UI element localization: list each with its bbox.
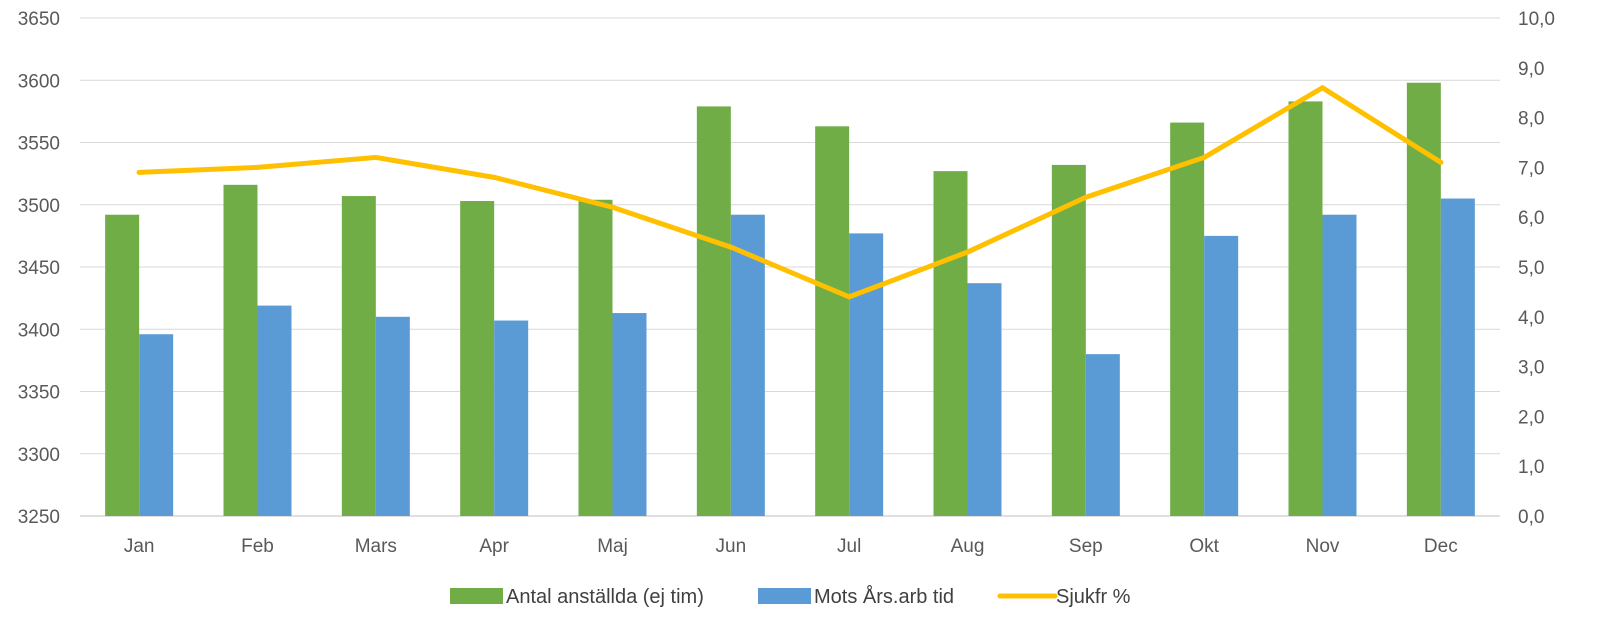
legend: Antal anställda (ej tim) Mots Års.arb tid… [450, 585, 1131, 608]
bar [696, 106, 731, 517]
x-axis-tick: Okt [1189, 536, 1219, 557]
bar [1440, 198, 1475, 516]
right-axis-tick: 0,0 [1518, 507, 1544, 528]
right-axis-tick: 5,0 [1518, 258, 1544, 279]
right-axis-tick: 2,0 [1518, 407, 1544, 428]
line-point [255, 164, 260, 170]
right-axis-tick: 8,0 [1518, 109, 1544, 130]
bar [849, 233, 884, 516]
bar-series [105, 82, 1475, 517]
right-axis-tick: 4,0 [1518, 308, 1544, 329]
x-axis-tick: Dec [1424, 536, 1458, 557]
line-point [136, 169, 142, 175]
x-axis-tick-labels: Jan Feb Mars Apr Maj Jun Jul Aug Sep Okt Nov Dec [124, 536, 1458, 557]
legend-swatch [758, 588, 811, 604]
x-axis-tick: Jul [837, 536, 861, 557]
left-axis-tick: 3600 [18, 71, 60, 92]
bar [1204, 235, 1239, 516]
line-point [1320, 85, 1325, 91]
x-axis-tick: Jan [124, 536, 155, 557]
bar [105, 214, 140, 516]
bar [1051, 164, 1086, 516]
bar [494, 320, 529, 516]
bar [460, 201, 495, 516]
right-axis-tick: 6,0 [1518, 208, 1544, 229]
left-axis-tick: 3550 [18, 134, 60, 155]
bar [1322, 214, 1357, 516]
line-point [373, 154, 379, 160]
bar [730, 214, 765, 516]
line-point [491, 174, 497, 180]
right-axis-tick: 3,0 [1518, 358, 1544, 379]
x-axis-tick: Aug [951, 536, 985, 557]
line-series [136, 85, 1444, 300]
left-axis-tick: 3500 [18, 196, 60, 217]
line-path [136, 85, 1444, 300]
bar [1288, 101, 1323, 516]
left-axis-tick: 3350 [18, 383, 60, 404]
left-axis-tick: 3450 [18, 258, 60, 279]
bar [815, 126, 850, 516]
x-axis-tick: Mars [355, 536, 397, 557]
x-axis-tick: Apr [479, 536, 509, 557]
line-point [728, 244, 734, 250]
line-point [846, 294, 852, 300]
bar [223, 184, 258, 516]
right-axis-tick-labels: 0,0 1,0 2,0 3,0 4,0 5,0 6,0 7,0 8,0 9,0 10,0 [1518, 9, 1555, 528]
right-axis-tick: 7,0 [1518, 158, 1544, 179]
bar [1170, 122, 1205, 516]
bar [1406, 82, 1441, 517]
legend-label: Antal anställda (ej tim) [506, 586, 704, 608]
bar [257, 305, 292, 516]
line-point [965, 249, 970, 255]
line-point [1083, 194, 1089, 200]
left-axis-tick: 3400 [18, 320, 60, 341]
left-axis-tick: 3650 [18, 9, 60, 30]
x-axis-tick: Feb [241, 536, 274, 557]
bar [139, 334, 174, 516]
x-axis-tick: Nov [1306, 536, 1340, 557]
bar [612, 313, 647, 516]
x-axis-tick: Sep [1069, 536, 1103, 557]
x-axis-tick: Jun [716, 536, 747, 557]
line-point [1438, 159, 1444, 165]
left-axis-tick-labels: 3250 3300 3350 3400 3450 3500 3550 3600 3650 [18, 9, 60, 528]
legend-label: Mots Års.arb tid [814, 585, 954, 608]
bar [341, 196, 376, 516]
right-axis-tick: 10,0 [1518, 9, 1555, 30]
line-point [610, 204, 615, 210]
right-axis-tick: 1,0 [1518, 457, 1544, 478]
right-axis-tick: 9,0 [1518, 59, 1544, 80]
legend-swatch [450, 588, 503, 604]
bar [375, 316, 410, 516]
bar [1085, 354, 1120, 516]
left-axis-tick: 3250 [18, 507, 60, 528]
bar [967, 283, 1002, 516]
left-axis-tick: 3300 [18, 445, 60, 466]
bar [933, 171, 968, 516]
x-axis-tick: Maj [597, 536, 628, 557]
bar [578, 199, 613, 516]
line-point [1201, 154, 1207, 160]
legend-label: Sjukfr % [1056, 586, 1131, 608]
gridlines [80, 17, 1500, 517]
